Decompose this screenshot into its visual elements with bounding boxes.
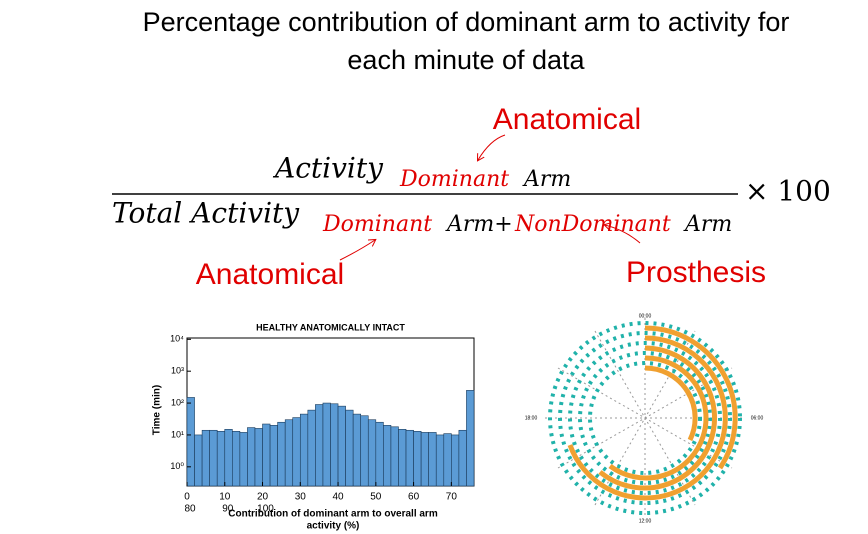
arrow: [339, 240, 375, 261]
bar: [307, 409, 316, 487]
bar: [239, 432, 248, 487]
formula-text: Arm+: [445, 212, 513, 237]
bar: [451, 434, 460, 487]
x-tick-label: 10: [219, 492, 231, 503]
y-tick-label: 10²: [171, 397, 184, 407]
x-tick-label: 80: [184, 504, 196, 515]
formula-text: Dominant: [399, 167, 509, 192]
bar: [413, 431, 422, 487]
bar: [186, 397, 195, 487]
bar: [367, 419, 377, 487]
bar: [398, 429, 407, 487]
formula-text: Dominant: [322, 212, 432, 237]
x-tick-label: 50: [370, 492, 382, 503]
formula-text: NonDominant: [514, 212, 671, 237]
bar: [315, 404, 324, 487]
bar: [254, 428, 263, 487]
bar: [322, 402, 331, 487]
bar: [352, 413, 362, 487]
bar: [383, 425, 392, 487]
bar: [443, 433, 452, 487]
y-tick-label: 10³: [171, 366, 184, 376]
arrow: [478, 134, 506, 160]
bar: [466, 390, 475, 487]
bar: [209, 429, 218, 487]
bar: [262, 423, 271, 487]
bar: [428, 432, 437, 487]
formula-text: Arm: [522, 167, 571, 192]
x-tick-label: 60: [408, 492, 420, 503]
x-tick-label: 30: [295, 492, 307, 503]
polar-label: 18:00: [525, 415, 538, 421]
x-tick-label: 100: [257, 504, 274, 515]
chart-title: HEALTHY ANATOMICALLY INTACT: [256, 322, 405, 332]
bar: [299, 413, 309, 487]
formula-text: × 100: [745, 175, 831, 208]
annotation: Prosthesis: [626, 256, 766, 289]
annotation: Anatomical: [196, 258, 344, 291]
bar: [247, 427, 256, 487]
bar: [277, 421, 286, 487]
y-tick-label: 10⁰: [170, 461, 184, 471]
title: each minute of data: [347, 45, 585, 75]
y-tick-label: 10⁴: [170, 334, 184, 344]
polar-plot: 00:00 06:00 12:00 18:00: [525, 313, 764, 524]
bar: [216, 431, 226, 487]
bar: [269, 425, 278, 487]
bar: [292, 417, 301, 487]
bar: [360, 415, 369, 487]
bar: [194, 434, 203, 487]
bar: [345, 409, 354, 487]
bar: [232, 431, 241, 487]
arrow: [605, 225, 641, 244]
bar: [405, 429, 414, 487]
bar: [201, 429, 210, 487]
x-tick-label: 40: [332, 492, 344, 503]
x-tick-label: 70: [446, 492, 458, 503]
bar: [330, 403, 339, 487]
bar: [284, 419, 294, 487]
bar: [435, 434, 445, 487]
y-tick-label: 10¹: [171, 429, 184, 439]
bar: [458, 429, 467, 487]
bar: [390, 426, 399, 487]
y-axis-label: Time (min): [152, 385, 163, 435]
x-axis-label: Contribution of dominant arm to overall …: [228, 509, 438, 520]
x-tick-label: 0: [184, 492, 190, 503]
polar-label: 06:00: [751, 415, 764, 421]
bar: [224, 429, 233, 487]
title: Percentage contribution of dominant arm …: [143, 7, 790, 37]
formula-text: Activity: [272, 152, 384, 185]
x-axis-label: activity (%): [307, 521, 360, 532]
polar-label: 00:00: [639, 313, 652, 319]
x-tick-label: 20: [257, 492, 269, 503]
bar: [375, 421, 384, 487]
bar: [420, 432, 429, 487]
polar-label: 12:00: [639, 518, 652, 524]
formula-text: Total Activity: [112, 197, 300, 230]
annotation: Anatomical: [493, 103, 641, 136]
x-tick-label: 90: [222, 504, 234, 515]
formula-text: Arm: [683, 212, 732, 237]
bar: [337, 405, 346, 487]
